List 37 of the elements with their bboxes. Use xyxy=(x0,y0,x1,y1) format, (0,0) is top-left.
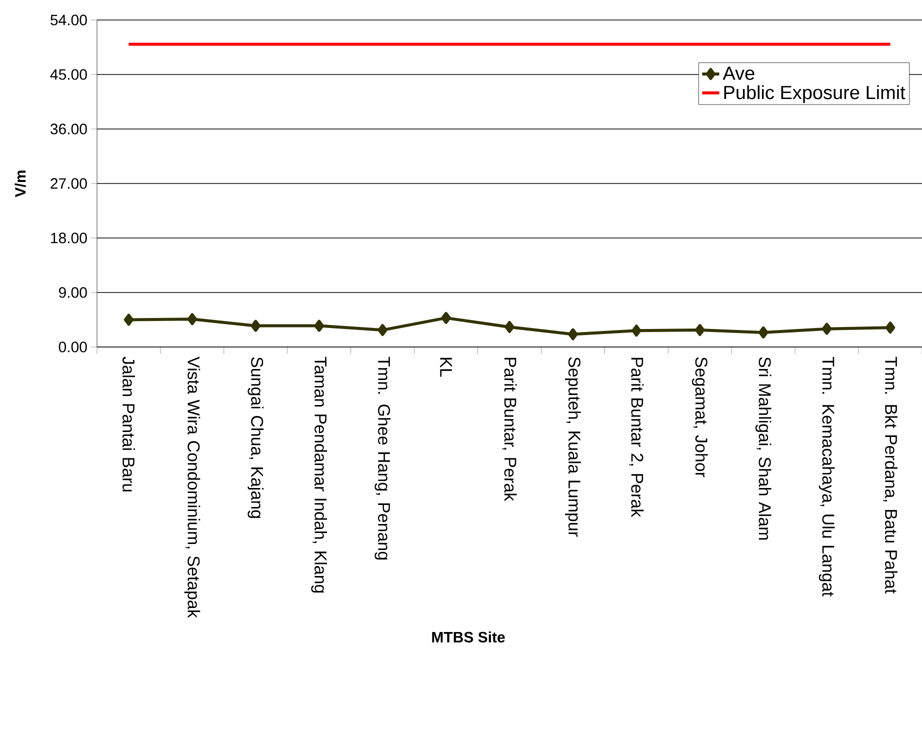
y-tick-label: 18.00 xyxy=(51,232,87,244)
y-tick-label: 9.00 xyxy=(58,287,87,298)
x-tick-label: Segamat, Johor xyxy=(692,357,708,478)
y-tick-label: 36.00 xyxy=(50,124,87,134)
y-tick-label: 27.00 xyxy=(50,178,87,189)
legend-label: Public Exposure Limit xyxy=(724,85,906,103)
y-tick-label: 54.00 xyxy=(50,14,87,26)
point xyxy=(250,320,261,332)
legend-label: Ave xyxy=(722,66,754,80)
point xyxy=(187,313,198,326)
x-tick-label: KL xyxy=(440,358,452,377)
y-axis-title: V/m xyxy=(14,170,26,198)
x-axis-title: MTBS Site xyxy=(432,631,505,642)
y-tick-label: 45.00 xyxy=(50,69,87,80)
point xyxy=(568,328,578,340)
x-tick-label: Seputeh, Kuala Lumpur xyxy=(565,357,581,537)
x-tick-label: Vista Wira Condominium, Setapak xyxy=(184,356,200,618)
x-tick-label: Parit Buntar, Perak xyxy=(502,358,517,502)
x-tick-label: Tmn. Bkt Perdana, Batu Pahat xyxy=(883,356,898,594)
x-tick-label: Sungai Chua, Kajang xyxy=(248,357,264,518)
x-tick-label: Tmn. Kemacahaya, Ulu Langat xyxy=(818,356,835,596)
point xyxy=(378,324,388,336)
x-tick-label: Parit Buntar 2, Perak xyxy=(629,358,644,518)
point xyxy=(885,322,896,334)
point xyxy=(758,326,768,338)
point xyxy=(504,321,514,334)
x-tick-label: Jalan Pantai Baru xyxy=(122,356,135,492)
y-tick-label: 0.00 xyxy=(58,342,87,352)
x-tick-label: Sri Mahligai, Shah Alam xyxy=(755,357,772,540)
point xyxy=(441,312,451,324)
point xyxy=(695,324,705,336)
point xyxy=(124,314,134,326)
point xyxy=(314,320,324,332)
x-tick-label: Tmn. Ghee Hang, Penang xyxy=(374,356,390,560)
x-tick-label: Taman Pendamar Indah, Klang xyxy=(311,356,328,593)
point xyxy=(822,322,832,335)
point xyxy=(632,324,642,337)
